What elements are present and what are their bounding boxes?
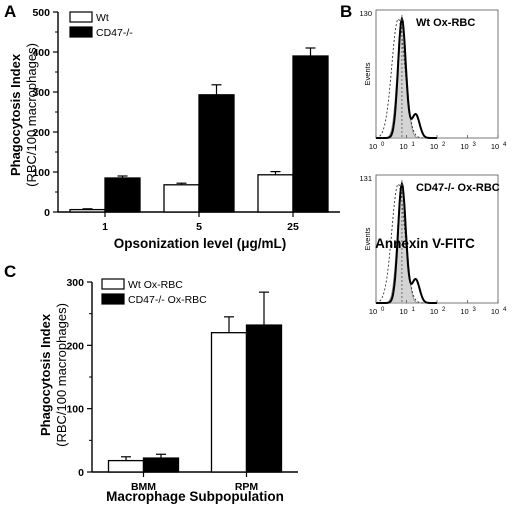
panel-letter-b: B <box>340 2 352 21</box>
y-tick-label: 200 <box>32 127 50 139</box>
bar-wt-ox-rbc-rpm <box>210 332 248 473</box>
histogram-ymax: 130 <box>359 9 372 18</box>
histogram-main-curve <box>376 180 437 304</box>
histogram-x-tick-exponent: 3 <box>473 142 477 148</box>
y-tick-label: 0 <box>44 207 50 219</box>
histogram-x-tick-label: 10 <box>430 307 438 316</box>
histogram-x-tick-exponent: 2 <box>442 307 446 313</box>
histogram-ymax: 131 <box>359 174 372 183</box>
histogram-main-curve <box>376 15 437 139</box>
panel-a-x-ticks: 1 5 25 <box>102 212 299 233</box>
bar-wt-25 <box>257 174 294 213</box>
bar-wt-1 <box>69 208 106 213</box>
histogram-x-tick-exponent: 2 <box>442 142 446 148</box>
bar-wt-ox-rbc-bmm <box>107 459 145 473</box>
bar-wt-5 <box>163 184 200 213</box>
y-tick-label: 0 <box>78 467 84 479</box>
histogram-title: Wt Ox-RBC <box>416 17 475 29</box>
panel-a-bars <box>69 47 329 213</box>
panel-c-ylabel: Phagocytosis Index <box>38 313 53 436</box>
panel-c-xlabel: Macrophage Subpopulation <box>106 489 284 504</box>
y-tick-label: 100 <box>66 404 84 416</box>
histogram-x-tick-label: 10 <box>399 142 407 151</box>
histogram-x-tick-label: 10 <box>369 307 377 316</box>
histogram-x-tick-label: 10 <box>430 142 438 151</box>
histogram-x-tick-exponent: 3 <box>473 307 477 313</box>
histogram-x-tick-label: 10 <box>491 307 499 316</box>
legend-swatch-wt <box>69 11 93 23</box>
histogram-1: Wt Ox-RBC 130 Events 10 0 10 1 10 2 10 3 10 4 <box>359 9 507 151</box>
histogram-x-tick-exponent: 4 <box>503 307 507 313</box>
legend-label-wt-ox: Wt Ox-RBC <box>128 279 183 291</box>
panel-a-ylabel: Phagocytosis Index <box>8 53 23 176</box>
panel-c-bars <box>107 291 283 473</box>
y-tick-label: 300 <box>32 87 50 99</box>
histogram-2: CD47-/- Ox-RBC 131 Events 10 0 10 1 10 2 10 3 10 4 <box>359 174 507 316</box>
bar-cd47--1 <box>104 177 141 213</box>
panel-letter-c: C <box>4 262 16 281</box>
legend-swatch-wt-ox <box>101 278 125 290</box>
histogram-x-tick-label: 10 <box>460 307 468 316</box>
bar-cd47--25 <box>292 55 329 213</box>
bar-cd47--5 <box>198 94 235 213</box>
x-tick-label: BMM <box>131 481 156 493</box>
y-tick-label: 400 <box>32 47 50 59</box>
legend-label-wt: Wt <box>96 12 109 24</box>
histogram-ylabel: Events <box>363 62 372 85</box>
panel-a-ylabel-units: (RBC/100 macrophages) <box>24 43 39 187</box>
panel-c-chart: 0 100 200 300 BMM RPM Phagocytosis Index (RB… <box>38 277 298 504</box>
histogram-x-tick-exponent: 0 <box>381 142 385 148</box>
bar-cd47-ox-rbc-rpm <box>245 324 283 473</box>
y-tick-label: 300 <box>66 277 84 289</box>
x-tick-label: 5 <box>196 221 202 233</box>
legend-label-cd47-ox: CD47-/- Ox-RBC <box>128 294 207 306</box>
histogram-x-tick-label: 10 <box>369 142 377 151</box>
histogram-ylabel: Events <box>363 227 372 250</box>
histogram-x-tick-exponent: 0 <box>381 307 385 313</box>
legend-label-cd47: CD47-/- <box>96 27 133 39</box>
x-tick-label: 25 <box>287 221 299 233</box>
panel-c-ylabel-units: (RBC/100 macrophages) <box>54 303 69 447</box>
legend-swatch-cd47-ox <box>101 293 125 305</box>
histogram-x-tick-label: 10 <box>491 142 499 151</box>
x-tick-label: RPM <box>235 481 259 493</box>
histogram-x-tick-label: 10 <box>460 142 468 151</box>
y-tick-label: 100 <box>32 167 50 179</box>
x-tick-label: 1 <box>102 221 108 233</box>
histogram-title: CD47-/- Ox-RBC <box>416 182 500 194</box>
panel-b-xlabel: Annexin V-FITC <box>375 236 475 251</box>
histogram-x-tick-label: 10 <box>399 307 407 316</box>
histogram-x-tick-exponent: 1 <box>412 307 416 313</box>
panel-letter-a: A <box>4 2 16 21</box>
panel-a-xlabel: Opsonization level (μg/mL) <box>114 236 287 251</box>
histogram-x-tick-exponent: 1 <box>412 142 416 148</box>
panel-c-x-ticks: BMM RPM <box>131 472 258 493</box>
y-tick-label: 200 <box>66 340 84 352</box>
histogram-x-tick-exponent: 4 <box>503 142 507 148</box>
y-tick-label: 500 <box>32 7 50 19</box>
bar-cd47-ox-rbc-bmm <box>142 457 180 473</box>
legend-swatch-cd47 <box>69 26 93 38</box>
